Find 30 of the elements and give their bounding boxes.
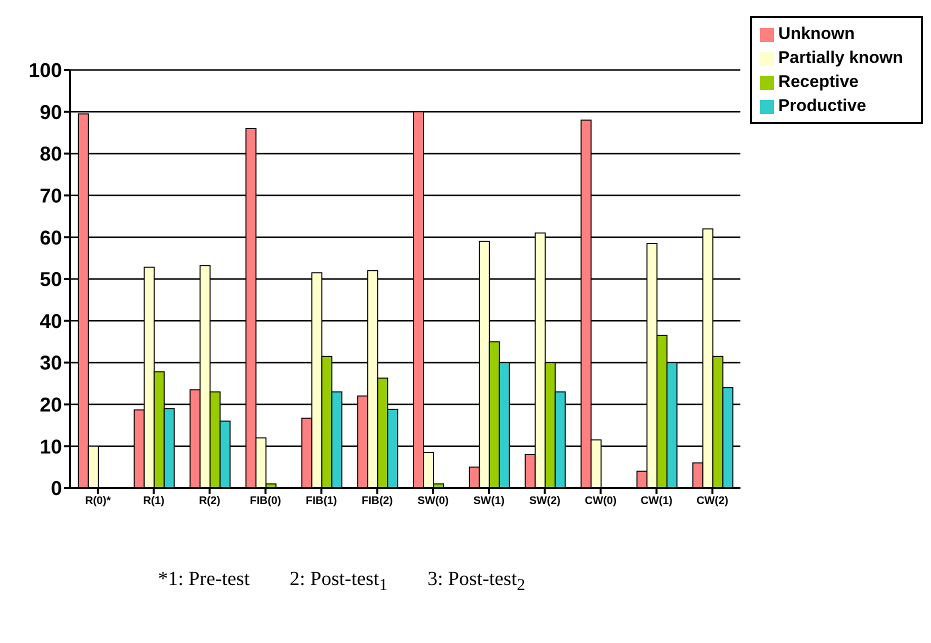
y-tick-label: 50: [40, 269, 62, 292]
x-tick-label: R(0)*: [85, 494, 112, 507]
x-tick-label: FIB(2): [362, 494, 394, 507]
y-tick-label: 20: [40, 394, 62, 416]
x-tick-label: SW(2): [529, 494, 561, 507]
x-tick-label: CW(1): [640, 494, 673, 507]
y-tick-label: 80: [40, 144, 62, 166]
legend-label: Unknown: [778, 24, 855, 43]
y-tick-label: 60: [40, 227, 62, 250]
x-tick-label: CW(0): [584, 494, 617, 507]
y-tick-label: 40: [40, 310, 62, 333]
y-tick-label: 70: [40, 186, 62, 208]
text: 3: Post-test$_{2}$: [427, 568, 526, 595]
y-tick-label: 100: [28, 60, 62, 82]
x-tick-label: FIB(1): [306, 494, 338, 507]
text: *1: Pre-test: [158, 568, 250, 592]
x-tick-label: CW(2): [696, 494, 729, 507]
x-tick-label: R(2): [198, 494, 221, 507]
legend-label: Productive: [778, 96, 866, 115]
y-tick-label: 30: [40, 352, 62, 375]
x-tick-label: R(1): [143, 494, 165, 507]
x-tick-label: SW(0): [417, 494, 449, 507]
y-tick-label: 90: [40, 102, 62, 124]
x-tick-label: SW(1): [473, 494, 505, 507]
y-tick-label: 10: [40, 436, 62, 458]
legend-label: Partially known: [778, 48, 903, 67]
legend-label: Receptive: [778, 72, 859, 91]
y-tick-label: 0: [50, 478, 62, 500]
x-tick-label: FIB(0): [250, 494, 282, 507]
text: 2: Post-test$_{1}$: [290, 568, 388, 595]
